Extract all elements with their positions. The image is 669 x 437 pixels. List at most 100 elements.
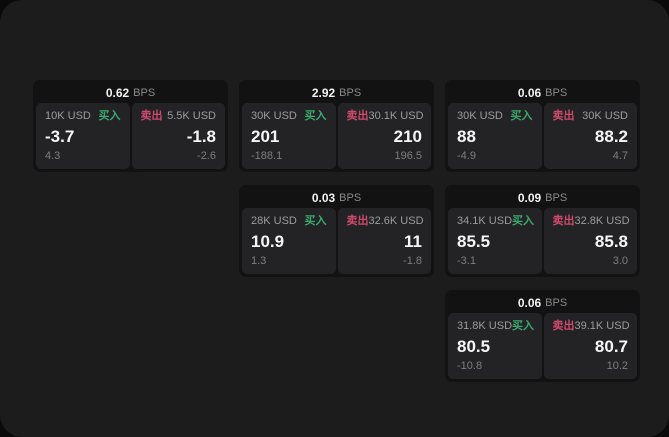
spread-value: 0.06 [517, 86, 542, 100]
sell-amount: 5.5K USD [167, 110, 216, 122]
quote-card: 0.09 BPS 34.1K USD 买入 85.5 -3.1 卖出 32.8K… [445, 185, 640, 277]
buy-label: 买入 [510, 110, 533, 122]
sell-panel[interactable]: 卖出 30K USD 88.2 4.7 [543, 103, 637, 169]
sell-panel[interactable]: 卖出 30.1K USD 210 196.5 [337, 103, 431, 169]
sell-label: 卖出 [552, 215, 575, 227]
sell-labels-row: 卖出 5.5K USD [141, 111, 217, 122]
buy-labels-row: 10K USD 买入 [45, 111, 121, 122]
buy-panel[interactable]: 30K USD 买入 88 -4.9 [448, 103, 542, 169]
sell-label: 卖出 [552, 320, 575, 332]
spread-header: 2.92 BPS [242, 83, 431, 103]
quote-body: 34.1K USD 买入 85.5 -3.1 卖出 32.8K USD 85.8… [448, 208, 637, 274]
sell-labels-row: 卖出 32.8K USD [552, 215, 630, 227]
sell-panel[interactable]: 卖出 39.1K USD 80.7 10.2 [543, 313, 637, 379]
quote-body: 31.8K USD 买入 80.5 -10.8 卖出 39.1K USD 80.… [448, 313, 637, 379]
buy-amount: 10K USD [45, 110, 91, 122]
buy-price: 80.5 [457, 337, 491, 356]
quote-card-grid: 0.62 BPS 10K USD 买入 -3.7 4.3 卖出 5.5K USD [33, 80, 640, 382]
buy-labels-row: 30K USD 买入 [251, 111, 327, 122]
sell-amount: 32.8K USD [574, 215, 630, 227]
buy-delta: -3.1 [457, 255, 476, 267]
buy-panel[interactable]: 30K USD 买入 201 -188.1 [242, 103, 336, 169]
spread-unit: BPS [545, 297, 568, 309]
sell-panel[interactable]: 卖出 32.6K USD 11 -1.8 [337, 208, 431, 274]
sell-delta: 3.0 [612, 255, 628, 267]
buy-label: 买入 [304, 215, 327, 227]
sell-price: 88.2 [594, 127, 628, 146]
sell-price: -1.8 [186, 127, 216, 146]
sell-label: 卖出 [140, 110, 163, 122]
spread-unit: BPS [339, 87, 362, 99]
buy-amount: 31.8K USD [457, 320, 513, 332]
buy-labels-row: 28K USD 买入 [251, 216, 327, 227]
spread-header: 0.06 BPS [448, 83, 637, 103]
buy-delta: -188.1 [251, 150, 283, 162]
spread-value: 0.06 [517, 296, 542, 310]
buy-price: 10.9 [251, 232, 285, 251]
sell-panel[interactable]: 卖出 32.8K USD 85.8 3.0 [543, 208, 637, 274]
quote-card: 0.62 BPS 10K USD 买入 -3.7 4.3 卖出 5.5K USD [33, 80, 228, 172]
buy-panel[interactable]: 10K USD 买入 -3.7 4.3 [36, 103, 130, 169]
sell-delta: 10.2 [606, 360, 628, 372]
buy-label: 买入 [512, 320, 535, 332]
spread-header: 0.03 BPS [242, 188, 431, 208]
sell-labels-row: 卖出 30K USD [553, 111, 629, 122]
spread-header: 0.06 BPS [448, 293, 637, 313]
quote-card: 0.06 BPS 30K USD 买入 88 -4.9 卖出 30K USD [445, 80, 640, 172]
sell-labels-row: 卖出 30.1K USD [346, 110, 424, 122]
sell-delta: -1.8 [403, 255, 422, 267]
sell-panel[interactable]: 卖出 5.5K USD -1.8 -2.6 [131, 103, 225, 169]
quote-body: 30K USD 买入 201 -188.1 卖出 30.1K USD 210 1… [242, 103, 431, 169]
buy-amount: 30K USD [251, 110, 297, 122]
spread-header: 0.09 BPS [448, 188, 637, 208]
buy-label: 买入 [512, 215, 535, 227]
buy-amount: 34.1K USD [457, 215, 513, 227]
quote-body: 10K USD 买入 -3.7 4.3 卖出 5.5K USD -1.8 -2.… [36, 103, 225, 169]
buy-labels-row: 30K USD 买入 [457, 111, 533, 122]
sell-amount: 30.1K USD [368, 110, 424, 122]
spread-value: 0.62 [105, 86, 130, 100]
spread-unit: BPS [545, 192, 568, 204]
quote-card: 0.06 BPS 31.8K USD 买入 80.5 -10.8 卖出 39.1… [445, 290, 640, 382]
sell-price: 210 [393, 127, 422, 146]
spread-unit: BPS [339, 192, 362, 204]
sell-amount: 32.6K USD [368, 215, 424, 227]
sell-labels-row: 卖出 39.1K USD [552, 320, 630, 332]
buy-price: 201 [251, 127, 280, 146]
buy-label: 买入 [98, 110, 121, 122]
sell-price: 11 [404, 232, 422, 251]
sell-price: 85.8 [594, 232, 628, 251]
sell-label: 卖出 [346, 215, 369, 227]
buy-delta: 1.3 [251, 255, 267, 267]
buy-delta: -4.9 [457, 150, 476, 162]
buy-labels-row: 31.8K USD 买入 [457, 320, 535, 332]
buy-price: 85.5 [457, 232, 491, 251]
buy-delta: 4.3 [45, 150, 61, 162]
sell-delta: 4.7 [612, 150, 628, 162]
sell-label: 卖出 [552, 110, 575, 122]
buy-panel[interactable]: 34.1K USD 买入 85.5 -3.1 [448, 208, 542, 274]
buy-delta: -10.8 [457, 360, 483, 372]
quote-card: 0.03 BPS 28K USD 买入 10.9 1.3 卖出 32.6K US… [239, 185, 434, 277]
spread-unit: BPS [545, 87, 568, 99]
buy-price: 88 [457, 127, 476, 146]
buy-amount: 30K USD [457, 110, 503, 122]
buy-price: -3.7 [45, 127, 75, 146]
sell-amount: 30K USD [582, 110, 628, 122]
buy-label: 买入 [304, 110, 327, 122]
quote-body: 28K USD 买入 10.9 1.3 卖出 32.6K USD 11 -1.8 [242, 208, 431, 274]
sell-price: 80.7 [594, 337, 628, 356]
sell-labels-row: 卖出 32.6K USD [346, 215, 424, 227]
buy-labels-row: 34.1K USD 买入 [457, 215, 535, 227]
quote-body: 30K USD 买入 88 -4.9 卖出 30K USD 88.2 4.7 [448, 103, 637, 169]
sell-label: 卖出 [346, 110, 369, 122]
buy-panel[interactable]: 31.8K USD 买入 80.5 -10.8 [448, 313, 542, 379]
spread-value: 2.92 [311, 86, 336, 100]
buy-amount: 28K USD [251, 215, 297, 227]
buy-panel[interactable]: 28K USD 买入 10.9 1.3 [242, 208, 336, 274]
spread-value: 0.03 [311, 191, 336, 205]
spread-unit: BPS [133, 87, 156, 99]
sell-delta: -2.6 [197, 150, 216, 162]
sell-delta: 196.5 [394, 150, 422, 162]
